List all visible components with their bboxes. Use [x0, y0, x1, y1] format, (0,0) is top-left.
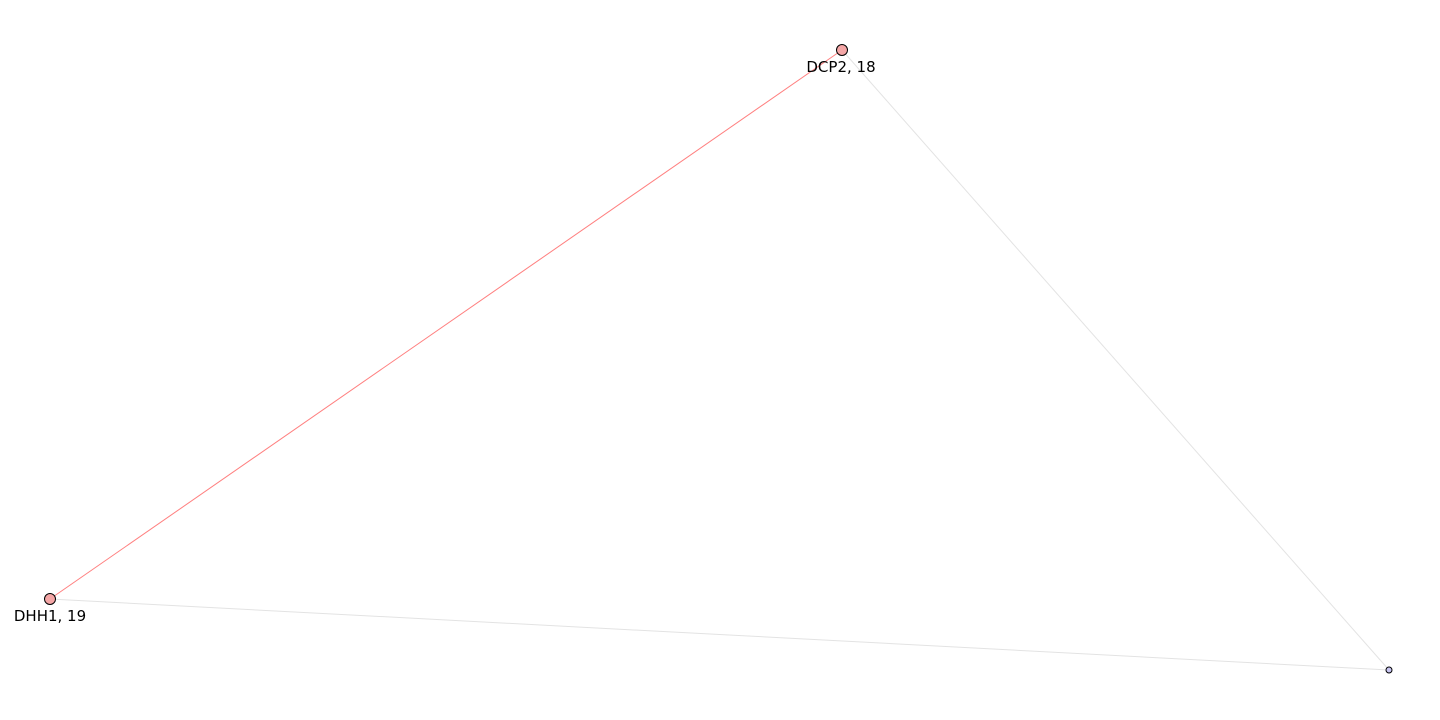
labels-layer: DCP2, 18 DHH1, 19	[14, 58, 876, 625]
node-dcp2[interactable]	[836, 44, 848, 56]
edge-dhh1-unlabeled	[49, 598, 1390, 671]
node-unlabeled[interactable]	[1385, 666, 1393, 674]
node-label-dhh1: DHH1, 19	[14, 607, 86, 625]
edge-dcp2-dhh1	[49, 49, 843, 600]
edges-layer	[49, 49, 1390, 671]
nodes-layer	[44, 44, 1393, 674]
node-dhh1[interactable]	[44, 593, 56, 605]
node-label-dcp2: DCP2, 18	[806, 58, 875, 76]
edge-dcp2-unlabeled	[841, 49, 1390, 671]
